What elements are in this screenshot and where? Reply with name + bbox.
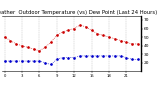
Title: M. Weather  Outdoor Temperature (vs) Dew Point (Last 24 Hours): M. Weather Outdoor Temperature (vs) Dew … [0,10,157,15]
